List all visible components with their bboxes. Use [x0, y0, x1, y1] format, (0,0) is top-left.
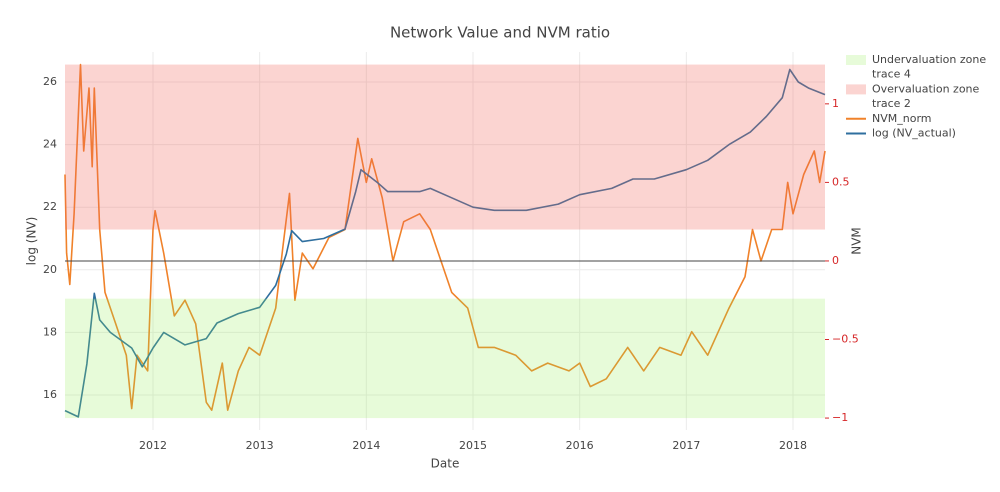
- legend-swatch: [846, 55, 866, 65]
- x-tick-label: 2018: [779, 439, 807, 452]
- y-tick-label: 20: [43, 263, 57, 276]
- x-axis-title: Date: [431, 457, 460, 471]
- y-tick-label: 16: [43, 388, 57, 401]
- legend-label: log (NV_actual): [872, 127, 956, 140]
- y-axis-title: log (NV): [25, 217, 39, 266]
- y2-tick-label: −1: [832, 411, 848, 424]
- zone-band: [65, 64, 825, 230]
- legend-label: trace 2: [872, 97, 911, 110]
- legend-label: NVM_norm: [872, 112, 932, 125]
- legend-label: trace 4: [872, 68, 911, 81]
- zone-band: [65, 298, 825, 419]
- y2-tick-label: 0.5: [832, 175, 850, 188]
- x-tick-label: 2012: [139, 439, 167, 452]
- legend-swatch: [846, 84, 866, 95]
- y-tick-label: 24: [43, 138, 57, 151]
- x-tick-label: 2013: [246, 439, 274, 452]
- y2-tick-label: 0: [832, 254, 839, 267]
- y-tick-label: 22: [43, 200, 57, 213]
- chart-title: Network Value and NVM ratio: [390, 24, 610, 42]
- y2-axis-title: NVM: [850, 227, 864, 255]
- x-tick-label: 2017: [672, 439, 700, 452]
- y2-tick-label: 1: [832, 97, 839, 110]
- y2-tick-label: −0.5: [832, 333, 859, 346]
- x-tick-label: 2015: [459, 439, 487, 452]
- data-line: [64, 68, 826, 418]
- x-tick-label: 2014: [352, 439, 380, 452]
- x-tick-label: 2016: [566, 439, 594, 452]
- legend-label: Undervaluation zone: [872, 53, 986, 66]
- y-tick-label: 26: [43, 75, 57, 88]
- y-tick-label: 18: [43, 325, 57, 338]
- data-line: [64, 63, 826, 411]
- legend-label: Overvaluation zone: [872, 82, 980, 95]
